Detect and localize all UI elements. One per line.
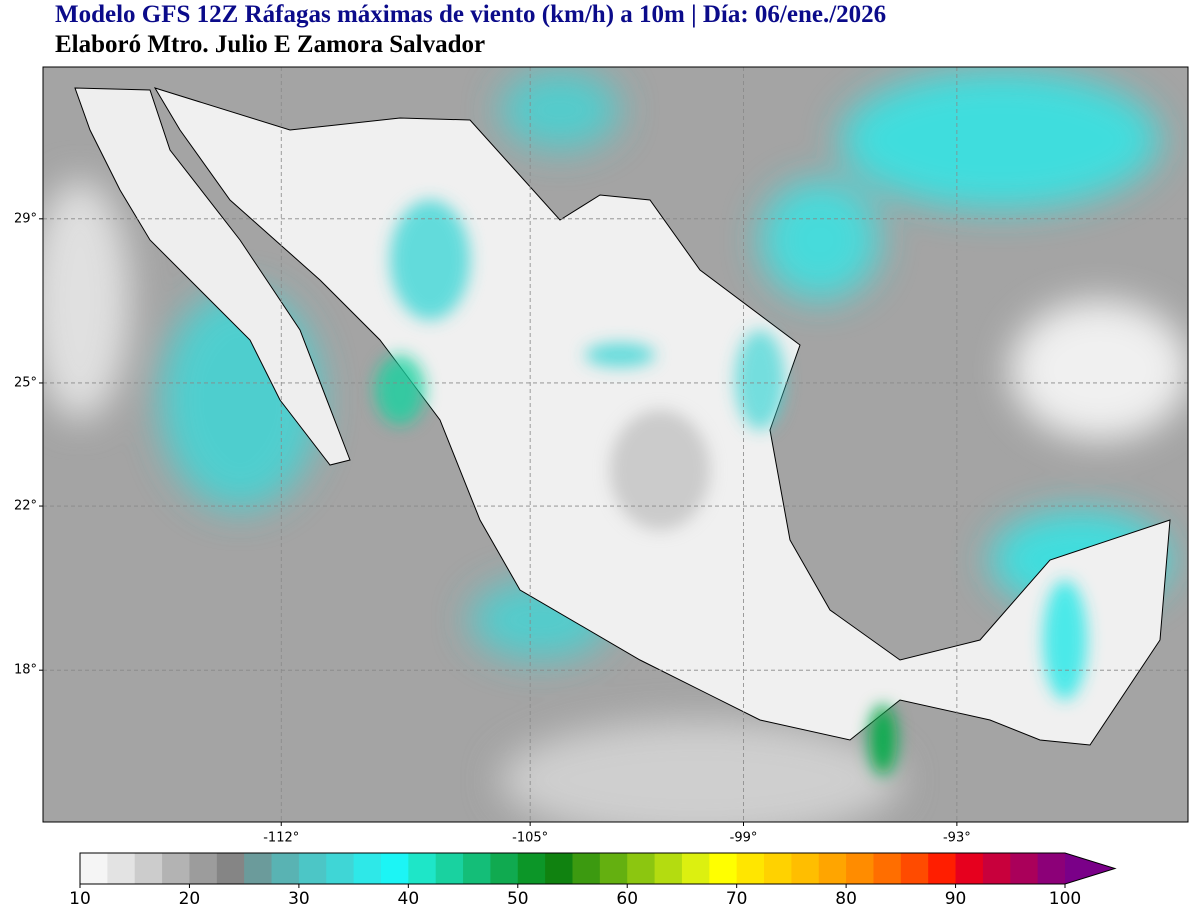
colorbar-segment [162, 853, 190, 884]
subtitle: Elaboró Mtro. Julio E Zamora Salvador [55, 31, 485, 58]
colorbar-segment [189, 853, 218, 884]
colorbar-tick-label: 50 [507, 889, 529, 909]
colorbar-tick-label: 80 [835, 889, 857, 909]
colorbar-tick-label: 20 [179, 889, 201, 909]
colorbar-segment [791, 853, 820, 884]
colorbar-tick-label: 60 [616, 889, 638, 909]
colorbar-segment [873, 853, 902, 884]
colorbar-segment [134, 853, 163, 884]
colorbar-segment [298, 853, 327, 884]
colorbar-segment [545, 853, 573, 884]
colorbar-segment [216, 853, 245, 884]
colorbar-segment [900, 853, 929, 884]
grid: -112° -105° -99° -93° 29° 25° 22° 18° [14, 67, 1188, 846]
colorbar-segment [846, 853, 874, 884]
colorbar-segment [380, 853, 409, 884]
colorbar-segment [80, 853, 108, 884]
colorbar-segment [627, 853, 656, 884]
colorbar-segment [928, 853, 957, 884]
colorbar-segment [681, 853, 710, 884]
lon-tick-label: -112° [263, 831, 299, 846]
title: Modelo GFS 12Z Ráfagas máximas de viento… [55, 1, 886, 28]
colorbar-segment [1037, 853, 1066, 884]
colorbar-tick-label: 90 [945, 889, 967, 909]
colorbar-tick-label: 40 [398, 889, 420, 909]
colorbar-segment [1010, 853, 1039, 884]
colorbar-segment [271, 853, 300, 884]
lat-tick-label: 29° [14, 211, 37, 226]
colorbar-segment [599, 853, 628, 884]
colorbar-segment [463, 853, 491, 884]
colorbar-segment [244, 853, 273, 884]
lat-tick-label: 22° [14, 499, 37, 514]
colorbar-segment [107, 853, 136, 884]
gust-field-land [375, 200, 1087, 775]
colorbar-segment [654, 853, 683, 884]
colorbar-segment [326, 853, 355, 884]
colorbar-segment [764, 853, 792, 884]
colorbar-segment [818, 853, 847, 884]
colorbar-segment [955, 853, 984, 884]
colorbar-segment [709, 853, 738, 884]
colorbar-segment [517, 853, 546, 884]
colorbar-extend-arrow [1065, 853, 1115, 884]
colorbar-tick-label: 30 [288, 889, 310, 909]
colorbar-segment [572, 853, 601, 884]
colorbar-segment [982, 853, 1011, 884]
map-field [43, 67, 1188, 822]
colorbar-tick-label: 70 [726, 889, 748, 909]
lon-tick-label: -105° [512, 831, 548, 846]
lat-tick-label: 18° [14, 663, 37, 678]
lon-tick-label: -99° [730, 831, 758, 846]
colorbar-segment [408, 853, 437, 884]
colorbar-tick-label: 10 [69, 889, 91, 909]
lat-tick-label: 25° [14, 375, 37, 390]
colorbar-tick-label: 100 [1049, 889, 1081, 909]
colorbar-outline [79, 852, 1117, 885]
colorbar-segment [736, 853, 765, 884]
colorbar: 10 20 30 40 50 60 70 80 90 100 [69, 852, 1117, 909]
colorbar-segment [490, 853, 519, 884]
colorbar-segment [435, 853, 464, 884]
map-frame [42, 66, 1189, 823]
lon-tick-label: -93° [943, 831, 971, 846]
colorbar-segment [353, 853, 382, 884]
